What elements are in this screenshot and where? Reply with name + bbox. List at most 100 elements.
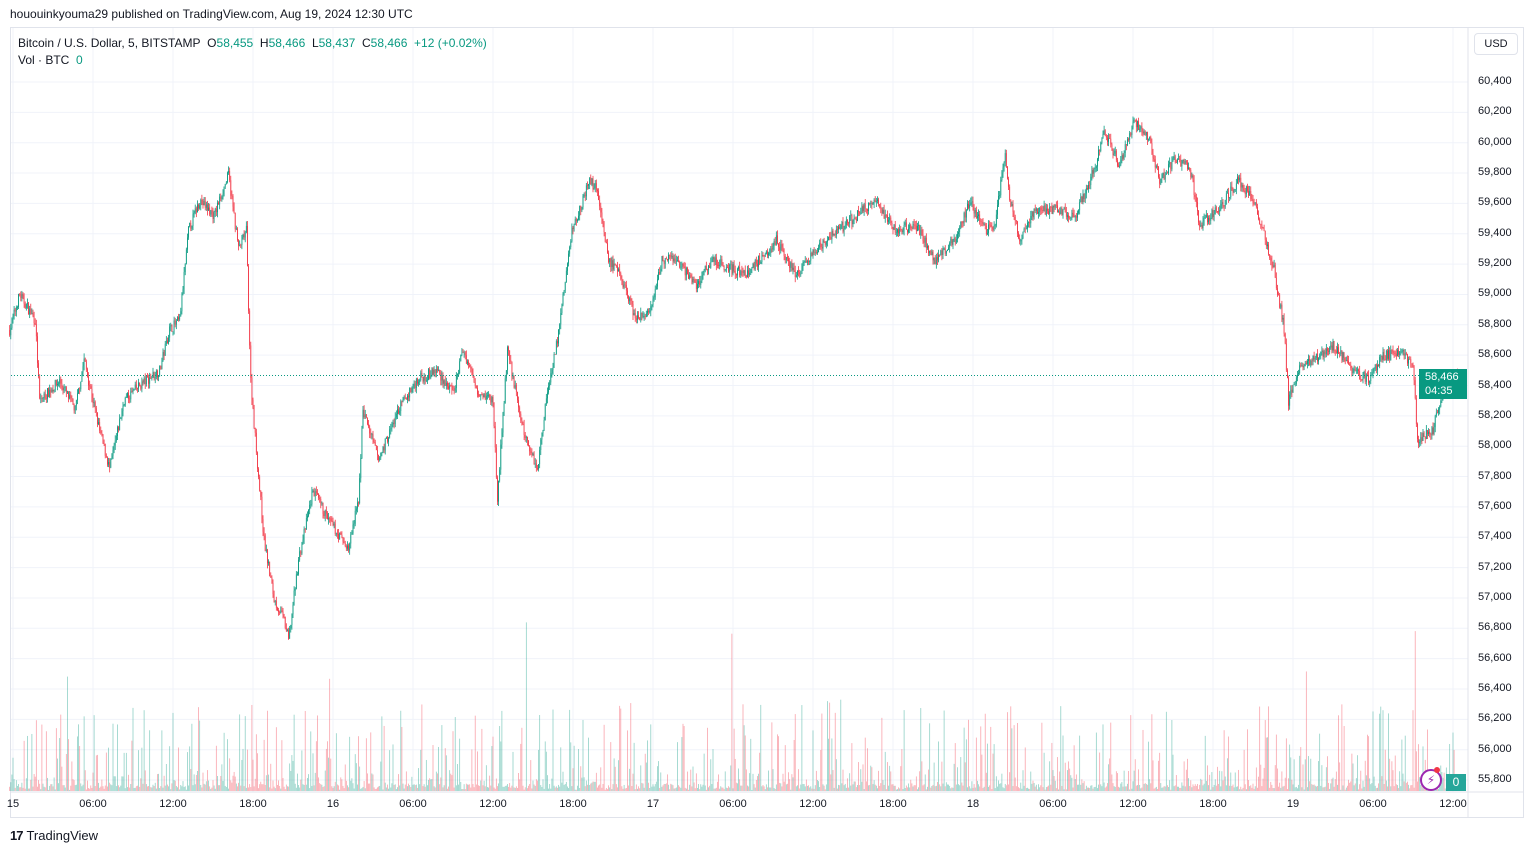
candle-body: [1045, 208, 1047, 215]
volume-bar: [751, 789, 753, 791]
volume-bar: [510, 787, 512, 791]
candle-body: [103, 442, 105, 444]
volume-bar: [1228, 736, 1229, 791]
volume-bar: [1101, 786, 1103, 791]
volume-bar: [1331, 778, 1333, 791]
volume-bar: [90, 785, 92, 791]
candle-body: [951, 239, 953, 245]
candle-body: [750, 269, 752, 273]
candle-body: [754, 259, 756, 269]
volume-bar: [512, 751, 514, 791]
volume-bar: [312, 753, 314, 791]
candle-body: [830, 237, 832, 240]
volume-bar: [281, 740, 283, 791]
volume-bar: [734, 758, 736, 791]
candle-body: [302, 539, 304, 543]
candle-body: [1224, 199, 1226, 207]
candle-body: [1123, 152, 1125, 159]
candle-body: [1003, 162, 1005, 168]
candle-body: [1234, 189, 1236, 191]
candle-body: [325, 510, 327, 514]
candle-body: [764, 254, 766, 257]
candle-body: [359, 478, 361, 504]
candle-body: [315, 491, 317, 493]
candle-body: [675, 260, 677, 262]
candle-body: [453, 390, 455, 392]
volume-bar: [28, 788, 29, 791]
candle-body: [309, 504, 311, 511]
candle-body: [319, 497, 321, 499]
candle-body: [274, 600, 276, 603]
candle-body: [1182, 159, 1184, 161]
volume-bar: [998, 780, 999, 791]
candle-body: [985, 225, 987, 234]
symbol-title[interactable]: Bitcoin / U.S. Dollar, 5, BITSTAMP: [18, 36, 201, 50]
candle-body: [982, 222, 984, 224]
volume-bar: [1162, 787, 1164, 791]
candle-body: [448, 386, 449, 389]
volume-bar: [415, 784, 417, 791]
volume-label[interactable]: Vol · BTC: [18, 53, 70, 67]
candle-body: [1367, 374, 1368, 376]
currency-button[interactable]: USD: [1474, 33, 1518, 55]
candle-body: [1324, 351, 1326, 355]
candle-body: [458, 372, 459, 374]
candle-body: [254, 427, 256, 433]
volume-bar: [212, 780, 214, 791]
candle-body: [87, 369, 88, 377]
volume-bar: [1098, 784, 1099, 791]
time-tick: 18:00: [879, 798, 907, 810]
volume-bar: [575, 789, 577, 791]
candle-body: [170, 324, 172, 327]
candle-body: [429, 369, 431, 379]
candle-body: [482, 395, 484, 398]
volume-bar: [173, 780, 175, 791]
volume-bar: [723, 789, 725, 791]
volume-bar: [1087, 787, 1088, 791]
candle-body: [749, 272, 751, 275]
candle-body: [1077, 212, 1078, 218]
volume-bar: [594, 781, 596, 791]
candle-body: [379, 457, 381, 460]
volume-bar: [1384, 749, 1386, 791]
volume-bar: [1313, 784, 1315, 791]
candle-body: [33, 315, 35, 324]
candle-body: [964, 212, 966, 218]
volume-bar: [375, 788, 377, 791]
volume-bar: [767, 787, 768, 791]
candle-body: [324, 510, 326, 517]
volume-bar: [1295, 786, 1297, 791]
candle-body: [1299, 365, 1301, 374]
candle-body: [991, 226, 993, 229]
candle-body: [1270, 257, 1272, 261]
candle-body: [308, 510, 309, 516]
volume-bar: [493, 787, 495, 791]
volume-bar: [772, 769, 774, 791]
candle-body: [737, 268, 738, 276]
candle-body: [278, 610, 279, 613]
candle-body: [1353, 369, 1355, 373]
volume-bar: [1055, 788, 1057, 791]
candle-body: [1035, 208, 1037, 211]
candle-body: [391, 424, 393, 429]
volume-bar: [712, 749, 714, 791]
tradingview-logo[interactable]: 17 TradingView: [10, 828, 98, 843]
candle-body: [1155, 166, 1157, 168]
candle-body: [918, 225, 919, 226]
volume-bar: [658, 761, 659, 791]
volume-bar: [1025, 788, 1027, 791]
chart-pane[interactable]: [10, 27, 1524, 818]
volume-bar: [1297, 788, 1298, 791]
candle-body: [248, 266, 249, 311]
volume-bar: [544, 741, 546, 791]
candle-body: [1410, 359, 1412, 364]
volume-bar: [814, 785, 816, 791]
candle-body: [1050, 206, 1052, 208]
volume-bar: [849, 773, 851, 791]
candle-body: [132, 389, 134, 392]
volume-bar: [1197, 783, 1198, 791]
lightning-icon[interactable]: ⚡︎: [1420, 769, 1442, 791]
volume-bar: [883, 784, 885, 791]
candle-body: [1408, 359, 1409, 364]
